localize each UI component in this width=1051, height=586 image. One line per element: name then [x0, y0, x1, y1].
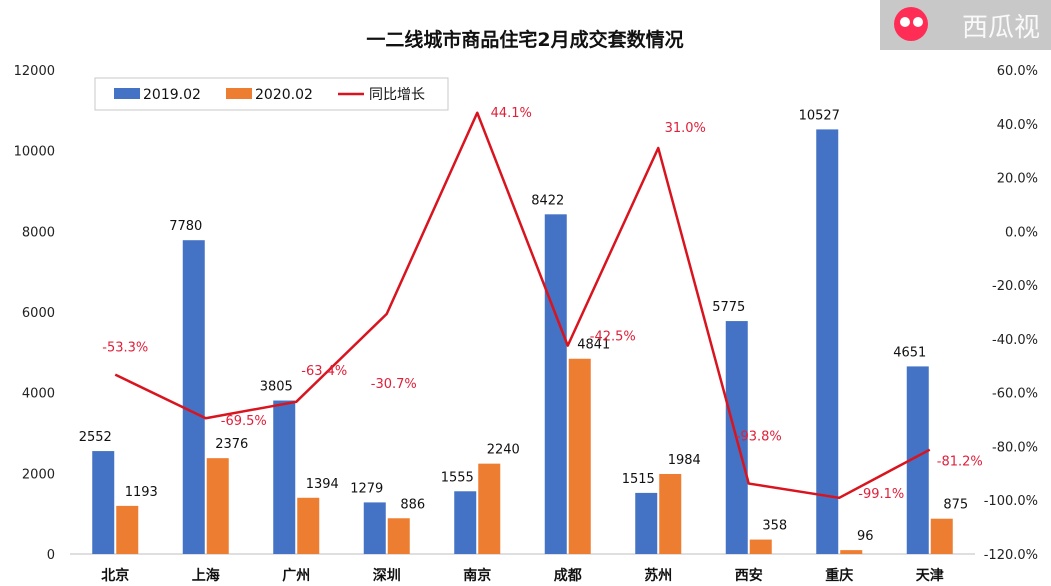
x-category-label: 北京 [101, 567, 129, 584]
bar-value-label: 10527 [799, 108, 840, 123]
y-right-tick-label: -80.0% [992, 440, 1038, 455]
bars [92, 129, 953, 554]
legend: 2019.02 2020.02 同比增长 [94, 77, 449, 111]
data-labels: 2552 7780 3805 1279 1555 8422 1515 5775 10527 465… [79, 106, 983, 544]
x-category-label: 上海 [192, 567, 220, 584]
y-right-tick-label: -120.0% [984, 548, 1038, 563]
bar-2019 [635, 492, 658, 554]
y-right-tick-label: -40.0% [992, 333, 1038, 348]
y-right-tick-label: -100.0% [984, 494, 1038, 509]
bar-2019 [273, 400, 296, 554]
growth-value-label: -69.5% [221, 414, 267, 429]
bar-value-label: 886 [400, 497, 425, 512]
bar-2019 [906, 366, 929, 554]
bar-value-label: 1394 [306, 477, 339, 492]
growth-value-label: 44.1% [491, 106, 532, 121]
growth-value-label: 31.0% [665, 121, 706, 136]
bar-value-label: 4841 [577, 338, 610, 353]
y-right-tick-label: 20.0% [997, 172, 1038, 187]
bar-value-label: 2240 [487, 443, 520, 458]
watermark-text: 西瓜视 [962, 13, 1040, 43]
y-right-tick-label: 40.0% [997, 118, 1038, 133]
x-category-label: 西安 [735, 567, 763, 584]
bar-2020 [297, 497, 320, 554]
bar-value-label: 875 [943, 498, 968, 513]
legend-label-2020: 2020.02 [255, 87, 313, 103]
y-left-tick-label: 0 [47, 548, 55, 563]
bar-value-label: 2376 [215, 437, 248, 452]
x-category-label: 成都 [554, 567, 582, 584]
growth-value-label: -42.5% [590, 330, 636, 345]
legend-label-growth: 同比增长 [369, 87, 425, 103]
bar-2019 [454, 491, 477, 554]
x-category-label: 广州 [282, 567, 310, 584]
bar-2020 [116, 505, 139, 554]
bar-value-label: 1515 [622, 472, 655, 487]
bar-2020 [930, 518, 953, 554]
bar-value-label: 3805 [260, 380, 293, 395]
growth-value-label: -99.1% [858, 487, 904, 502]
x-category-label: 重庆 [825, 567, 853, 584]
bar-value-label: 1279 [350, 481, 383, 496]
bar-value-label: 96 [857, 529, 874, 544]
bar-value-label: 1193 [125, 485, 158, 500]
y-left-tick-label: 4000 [22, 387, 55, 402]
x-category-label: 天津 [916, 567, 944, 584]
xigua-logo-eye2-icon [913, 17, 923, 27]
bar-2019 [92, 451, 115, 554]
bar-value-label: 8422 [531, 193, 564, 208]
y-left-tick-label: 8000 [22, 225, 55, 240]
legend-box [94, 77, 449, 111]
growth-line [114, 111, 931, 500]
growth-value-label: -93.8% [736, 430, 782, 445]
bar-value-label: 1555 [441, 470, 474, 485]
bar-2020 [840, 550, 863, 554]
y-right-tick-label: -60.0% [992, 387, 1038, 402]
y-left-tick-label: 12000 [14, 64, 55, 79]
growth-value-label: -53.3% [102, 341, 148, 356]
y-left-tick-label: 2000 [22, 467, 55, 482]
bar-2019 [363, 502, 386, 554]
x-category-label: 南京 [463, 567, 491, 584]
xigua-logo-eye-icon [900, 17, 910, 27]
y-left-tick-label: 6000 [22, 306, 55, 321]
legend-label-2019: 2019.02 [143, 87, 201, 103]
watermark: 西瓜视 [880, 0, 1051, 50]
bar-value-label: 1984 [668, 453, 701, 468]
bar-value-label: 358 [762, 519, 787, 534]
bar-2019 [544, 214, 567, 554]
y-right-tick-label: -20.0% [992, 279, 1038, 294]
axes: 0 2000 4000 6000 8000 10000 12000 -120.0% -100.0… [14, 64, 1038, 584]
y-left-tick-label: 10000 [14, 145, 55, 160]
xigua-logo-icon [894, 7, 928, 41]
bar-2019 [816, 129, 839, 554]
growth-line-path [114, 111, 931, 500]
growth-value-label: -81.2% [937, 455, 983, 470]
y-right-tick-label: 0.0% [1005, 225, 1038, 240]
bar-value-label: 4651 [893, 345, 926, 360]
x-category-label: 苏州 [644, 567, 672, 584]
chart-title: 一二线城市商品住宅2月成交套数情况 [366, 28, 683, 51]
bar-2020 [659, 473, 682, 554]
bar-value-label: 2552 [79, 430, 112, 445]
bar-2020 [387, 518, 410, 554]
bar-value-label: 7780 [169, 219, 202, 234]
bar-2020 [568, 358, 591, 554]
y-right-tick-label: 60.0% [997, 64, 1038, 79]
legend-swatch-2020 [226, 88, 252, 99]
bar-2020 [478, 463, 501, 554]
x-category-label: 深圳 [373, 567, 401, 584]
bar-value-label: 5775 [712, 300, 745, 315]
bar-2020 [206, 458, 229, 554]
bar-2019 [182, 240, 205, 554]
growth-value-label: -30.7% [371, 377, 417, 392]
growth-value-label: -63.4% [301, 364, 347, 379]
bar-2020 [749, 539, 772, 554]
legend-swatch-2019 [114, 88, 140, 99]
